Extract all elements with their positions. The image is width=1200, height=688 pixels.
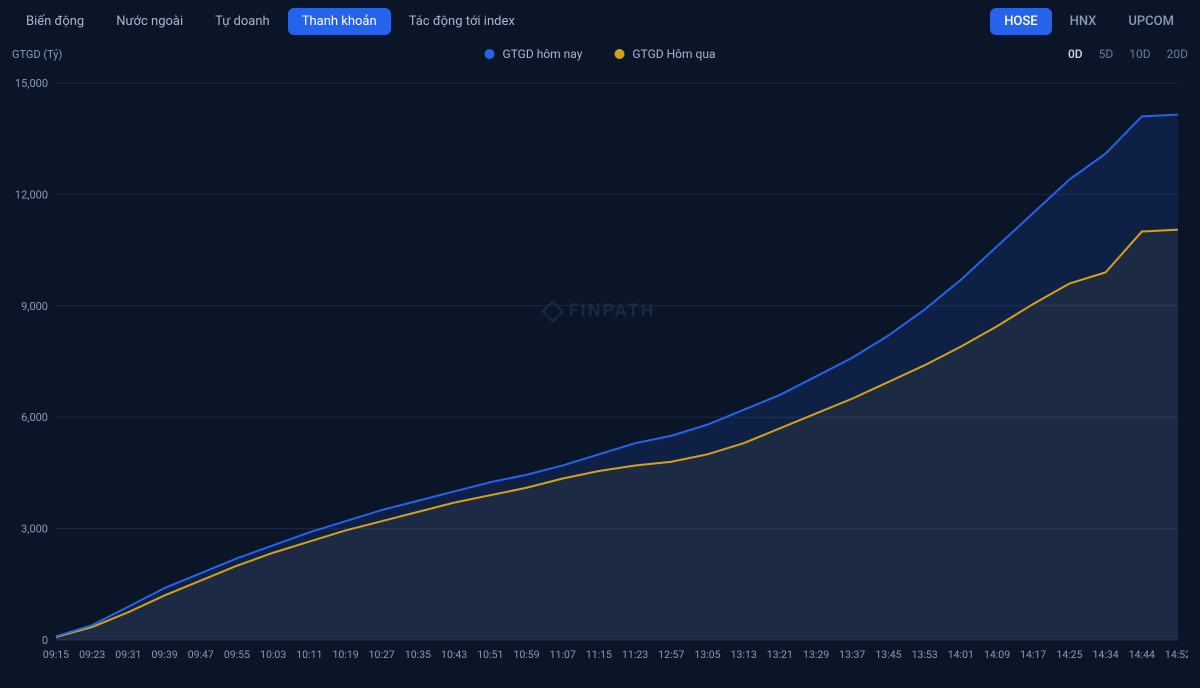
svg-text:10:27: 10:27 xyxy=(369,648,395,661)
exchange-upcom[interactable]: UPCOM xyxy=(1114,8,1188,35)
tab-biến-động[interactable]: Biến động xyxy=(12,8,98,35)
yaxis-title: GTGD (Tỷ) xyxy=(12,48,62,61)
svg-text:14:01: 14:01 xyxy=(948,648,974,661)
legend-dot xyxy=(614,49,624,59)
svg-text:09:15: 09:15 xyxy=(43,648,69,661)
svg-text:14:09: 14:09 xyxy=(984,648,1010,661)
chart-svg: 0 3,000 6,000 9,000 12,000 15,000 09:15 09:23 09… xyxy=(12,73,1188,668)
svg-text:13:21: 13:21 xyxy=(767,648,793,661)
svg-text:0: 0 xyxy=(42,634,48,647)
svg-text:13:29: 13:29 xyxy=(803,648,829,661)
svg-text:09:31: 09:31 xyxy=(115,648,141,661)
svg-text:12,000: 12,000 xyxy=(15,188,48,201)
svg-text:14:52: 14:52 xyxy=(1165,648,1188,661)
svg-text:13:53: 13:53 xyxy=(912,648,938,661)
tab-thanh-khoản[interactable]: Thanh khoản xyxy=(288,8,391,35)
svg-text:10:11: 10:11 xyxy=(296,648,322,661)
svg-text:6,000: 6,000 xyxy=(21,411,48,424)
svg-text:14:17: 14:17 xyxy=(1020,648,1046,661)
svg-text:09:55: 09:55 xyxy=(224,648,250,661)
svg-text:10:43: 10:43 xyxy=(441,648,467,661)
svg-text:09:39: 09:39 xyxy=(152,648,178,661)
svg-text:12:57: 12:57 xyxy=(658,648,684,661)
legend-item: GTGD hôm nay xyxy=(485,47,583,61)
legend-dot xyxy=(485,49,495,59)
svg-text:10:35: 10:35 xyxy=(405,648,431,661)
svg-text:09:23: 09:23 xyxy=(79,648,105,661)
timeframe-10D[interactable]: 10D xyxy=(1129,47,1150,61)
svg-text:3,000: 3,000 xyxy=(21,523,48,536)
timeframe-20D[interactable]: 20D xyxy=(1167,47,1188,61)
exchange-hnx[interactable]: HNX xyxy=(1056,8,1111,35)
timeframe-5D[interactable]: 5D xyxy=(1099,47,1114,61)
svg-text:10:03: 10:03 xyxy=(260,648,286,661)
tabs-left: Biến độngNước ngoàiTự doanhThanh khoảnTá… xyxy=(12,8,529,35)
chart-container: FINPATH 03,0006,0009,00012,00015,00009:1… xyxy=(12,73,1188,668)
svg-text:13:13: 13:13 xyxy=(731,648,757,661)
svg-text:11:15: 11:15 xyxy=(586,648,612,661)
svg-text:10:19: 10:19 xyxy=(332,648,358,661)
svg-text:09:47: 09:47 xyxy=(188,648,214,661)
svg-text:11:07: 11:07 xyxy=(550,648,576,661)
timeframe-selector: 0D 5D 10D 20D xyxy=(1068,47,1188,61)
svg-text:13:05: 13:05 xyxy=(694,648,720,661)
svg-text:13:37: 13:37 xyxy=(839,648,865,661)
tab-tự-doanh[interactable]: Tự doanh xyxy=(201,8,284,35)
tab-tác-động-tới-index[interactable]: Tác động tới index xyxy=(395,8,529,35)
legend-item: GTGD Hôm qua xyxy=(614,47,715,61)
svg-text:14:44: 14:44 xyxy=(1129,648,1155,661)
tab-nước-ngoài[interactable]: Nước ngoài xyxy=(102,8,197,35)
svg-text:9,000: 9,000 xyxy=(21,300,48,313)
exchange-hose[interactable]: HOSE xyxy=(990,8,1051,35)
svg-text:10:51: 10:51 xyxy=(477,648,503,661)
svg-text:14:34: 14:34 xyxy=(1093,648,1119,661)
svg-text:10:59: 10:59 xyxy=(513,648,539,661)
tabs-right: HOSEHNXUPCOM xyxy=(990,8,1188,35)
svg-text:15,000: 15,000 xyxy=(15,77,48,90)
svg-text:13:45: 13:45 xyxy=(875,648,901,661)
svg-text:14:25: 14:25 xyxy=(1056,648,1082,661)
legend: GTGD hôm nay GTGD Hôm qua xyxy=(485,47,716,61)
svg-text:11:23: 11:23 xyxy=(622,648,648,661)
timeframe-0D[interactable]: 0D xyxy=(1068,47,1083,61)
